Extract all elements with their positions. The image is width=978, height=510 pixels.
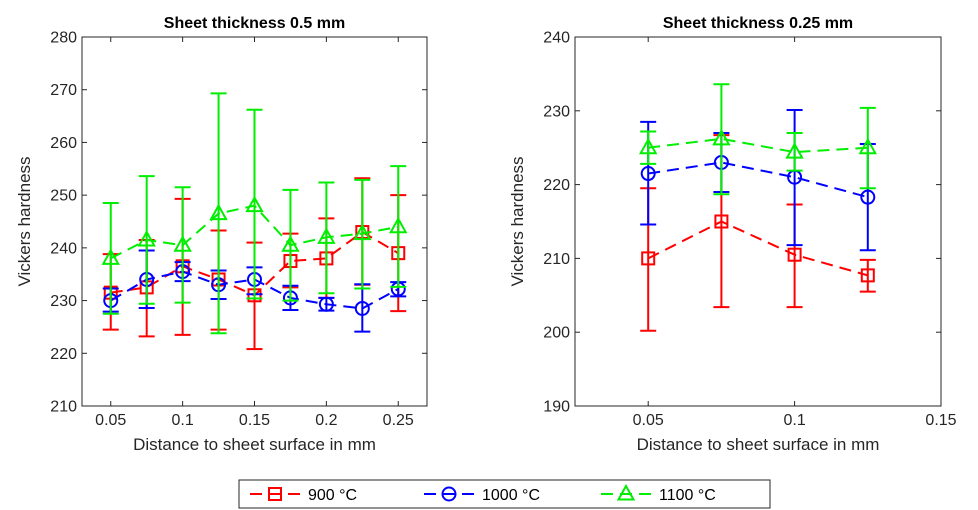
y-tick-label: 220 (50, 346, 77, 363)
data-point (137, 229, 156, 247)
data-point (173, 235, 192, 252)
y-axis-label: Vickers hardness (15, 156, 34, 286)
x-tick-label: 0.2 (315, 412, 337, 429)
data-point (858, 137, 877, 155)
legend-marker (616, 483, 636, 501)
x-tick-label: 0.1 (172, 412, 194, 429)
legend-marker (268, 487, 282, 501)
data-point (785, 142, 804, 159)
x-tick-label: 0.25 (383, 412, 414, 429)
x-axis-label: Distance to sheet surface in mm (133, 435, 376, 454)
data-point (860, 268, 875, 283)
series-triangle (101, 92, 408, 335)
legend-label: 1000 °C (482, 487, 540, 504)
data-point (245, 195, 264, 213)
data-point (714, 214, 729, 229)
legend-entry: 900 °C (250, 487, 357, 504)
data-point (354, 300, 370, 316)
series-line (648, 161, 869, 199)
legend-marker (441, 486, 457, 502)
series-triangle (639, 83, 877, 196)
y-tick-label: 210 (50, 399, 77, 416)
legend-label: 1100 °C (659, 487, 716, 504)
data-point (641, 251, 656, 266)
x-axis-label: Distance to sheet surface in mm (637, 435, 880, 454)
series-line (647, 220, 869, 277)
data-point (389, 216, 408, 234)
legend-box (238, 479, 771, 509)
legend-entry: 1000 °C (424, 486, 540, 504)
data-point (317, 227, 336, 244)
chart-panel-2: 0.05 0.1 0.15 190 200 210 220 230 240 Sheet thick… (508, 15, 957, 454)
y-tick-label: 240 (543, 30, 570, 47)
chart-title: Sheet thickness 0.5 mm (164, 15, 345, 32)
x-tick-label: 0.1 (783, 412, 805, 429)
legend: 900 °C 1000 °C 1100 °C (238, 479, 771, 509)
y-tick-label: 260 (50, 135, 77, 152)
y-tick-label: 250 (50, 188, 77, 205)
series-circle (640, 109, 876, 252)
data-point (639, 137, 658, 155)
data-point (209, 203, 228, 221)
y-tick-label: 230 (50, 293, 77, 310)
y-tick-label: 220 (543, 177, 570, 194)
x-tick-label: 0.05 (95, 412, 126, 429)
y-tick-label: 270 (50, 82, 77, 99)
series-square (640, 134, 876, 332)
data-point (281, 235, 300, 252)
data-point (712, 128, 731, 146)
y-tick-label: 230 (543, 103, 570, 120)
data-point (860, 189, 876, 205)
data-point (353, 223, 372, 241)
data-point (318, 296, 334, 312)
chart-title: Sheet thickness 0.25 mm (663, 15, 853, 32)
y-tick-label: 240 (50, 240, 77, 257)
data-point (101, 248, 120, 265)
x-tick-label: 0.15 (925, 412, 956, 429)
x-tick-label: 0.15 (239, 412, 270, 429)
plot-area-frame (574, 36, 942, 407)
legend-label: 900 °C (308, 487, 357, 504)
data-point (640, 166, 656, 182)
x-tick-label: 0.05 (633, 412, 664, 429)
y-tick-label: 210 (543, 251, 570, 268)
chart-panel-1: 0.05 0.1 0.15 0.2 0.25 210 220 230 240 250 260 270 2… (15, 15, 428, 454)
y-axis-label: Vickers hardness (508, 156, 527, 286)
y-tick-label: 190 (543, 399, 570, 416)
legend-entry: 1100 °C (601, 483, 716, 504)
y-tick-label: 200 (543, 325, 570, 342)
series-line (648, 137, 868, 154)
data-point (787, 247, 802, 262)
y-tick-label: 280 (50, 30, 77, 47)
